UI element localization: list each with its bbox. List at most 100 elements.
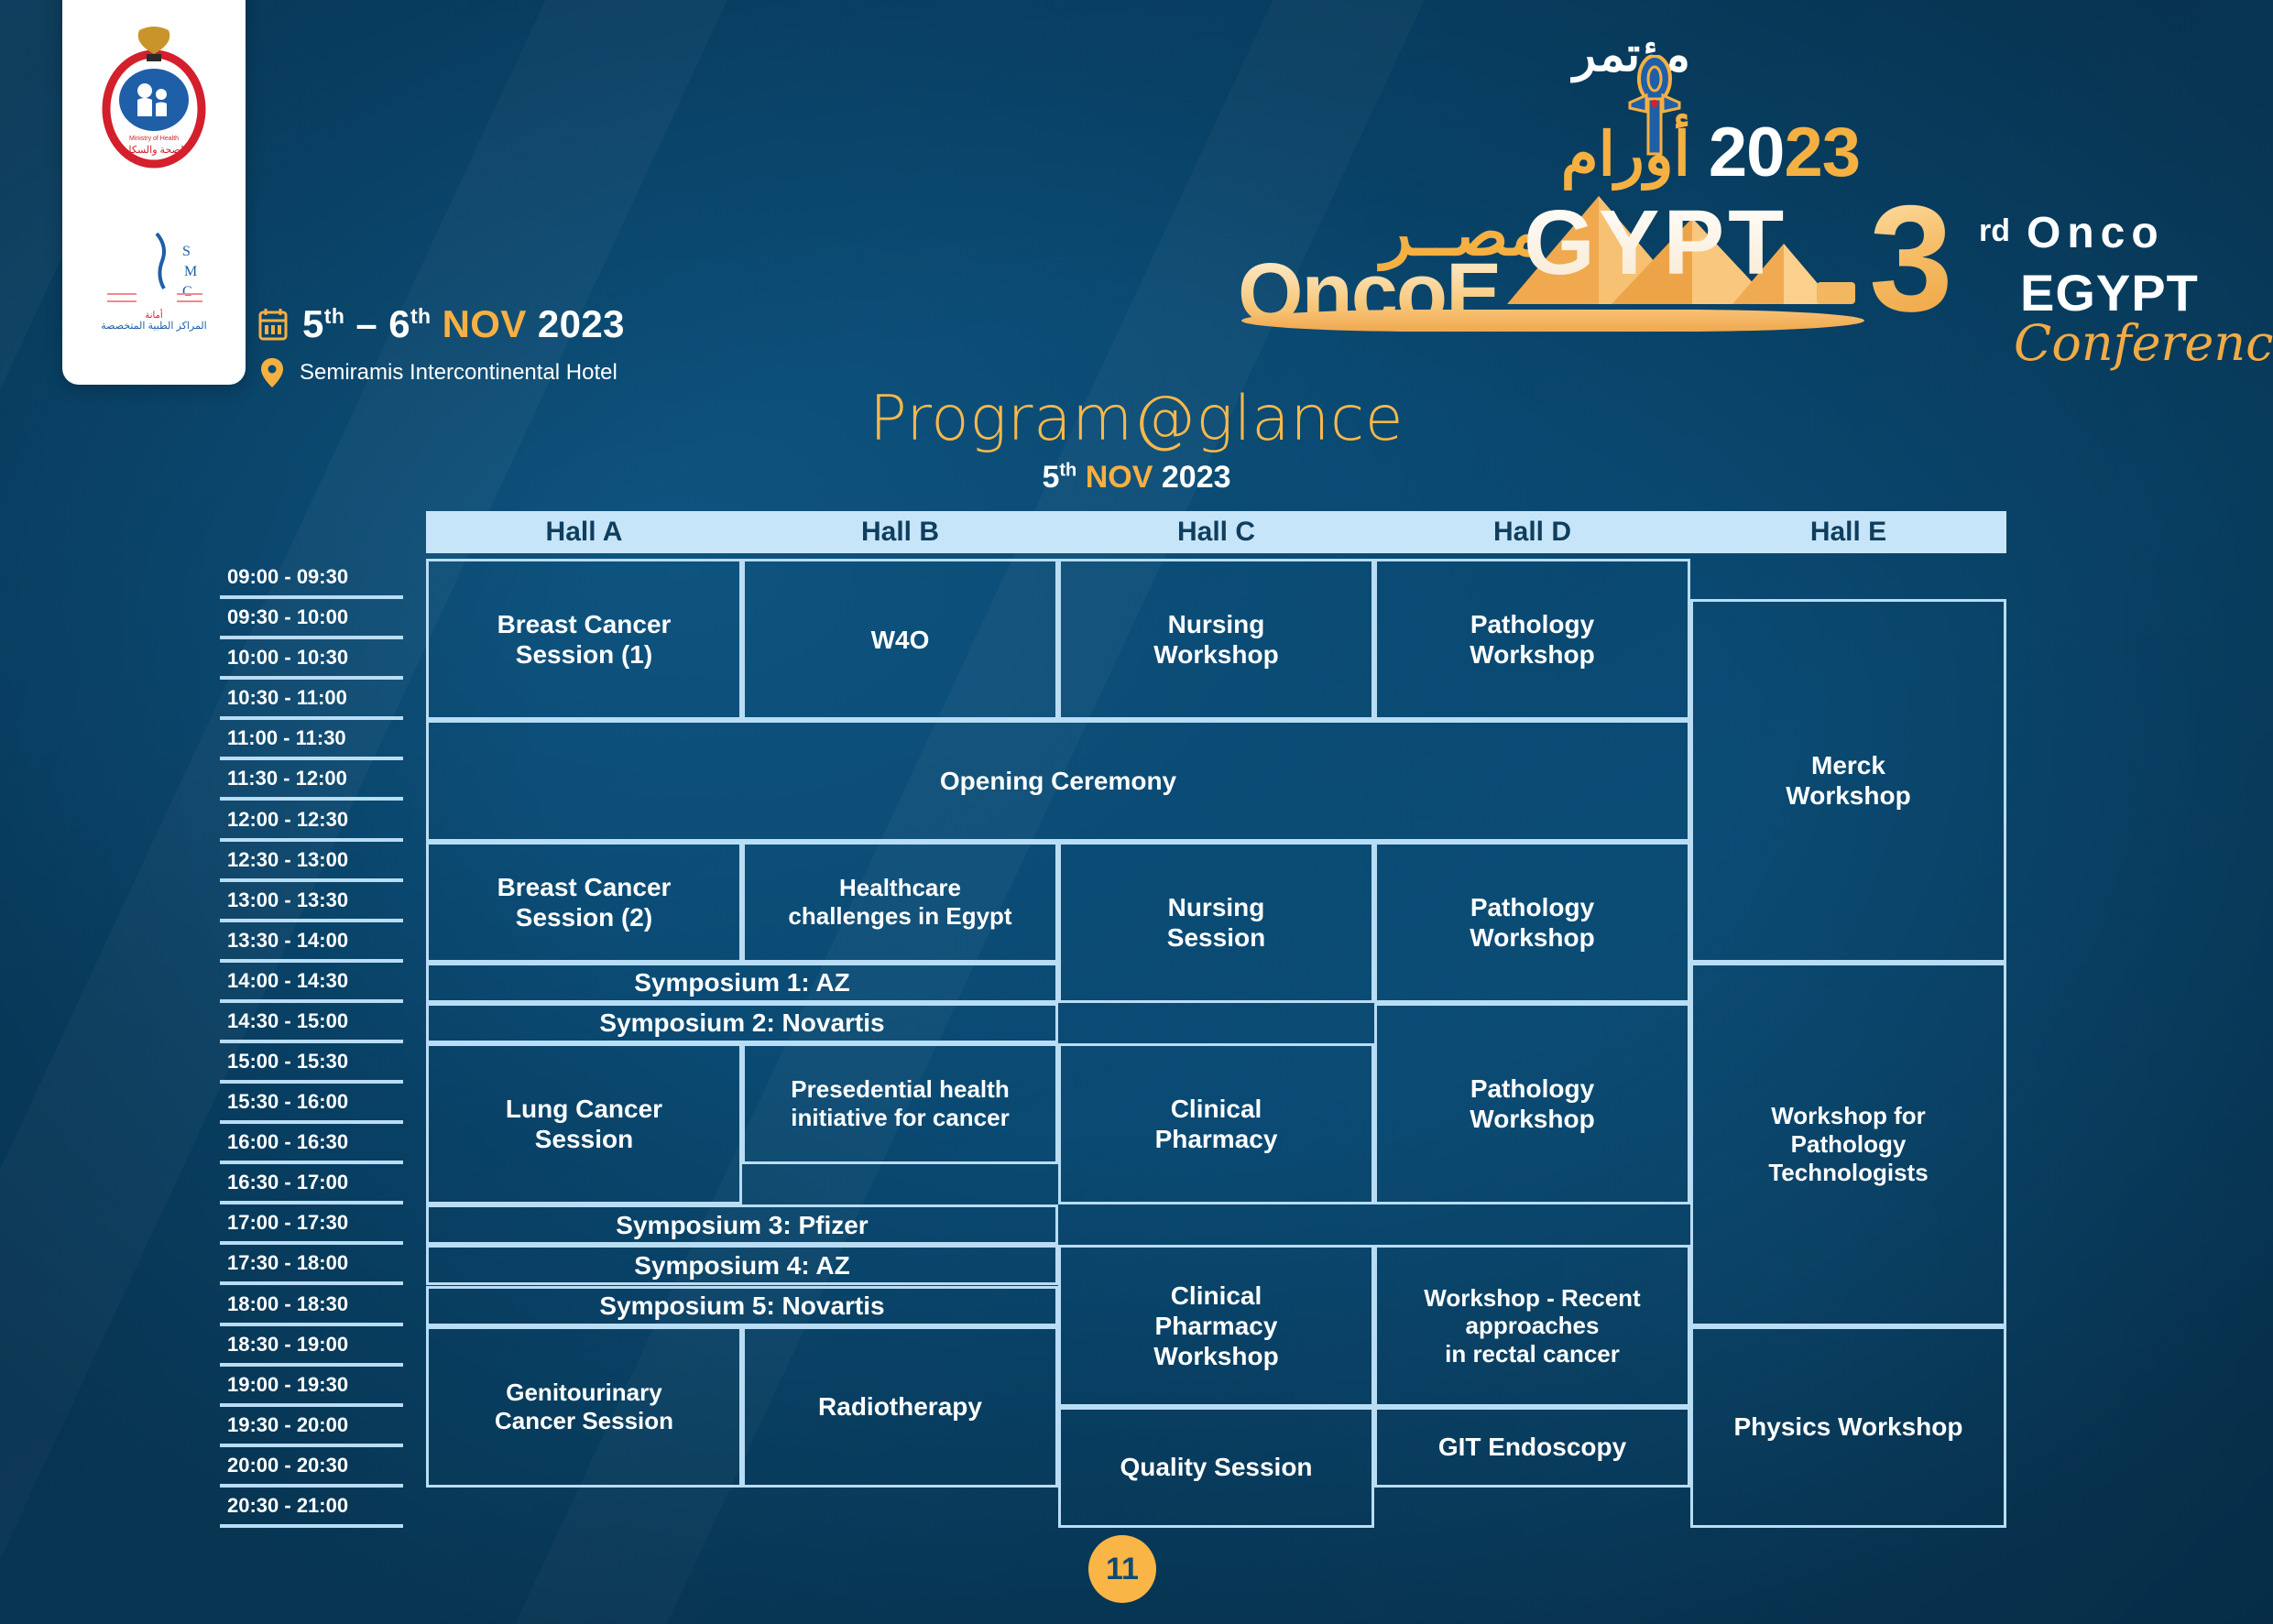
time-slot-label: 11:00 - 11:30 bbox=[220, 720, 403, 761]
date-day2-suffix: th bbox=[410, 304, 432, 328]
session-cell-merck[interactable]: Merck Workshop bbox=[1690, 599, 2006, 963]
svg-text:الصحة والسكان: الصحة والسكان bbox=[121, 145, 186, 156]
subtitle-year: 2023 bbox=[1161, 460, 1231, 495]
time-slot-label: 15:00 - 15:30 bbox=[220, 1043, 403, 1084]
column-header-hall-a: Hall A bbox=[426, 511, 742, 553]
time-slot-label: 10:00 - 10:30 bbox=[220, 639, 403, 681]
sponsor-logo-card: Ministry of Health الصحة والسكان S M C أ… bbox=[62, 0, 246, 385]
time-slot-label: 13:00 - 13:30 bbox=[220, 882, 403, 922]
session-cell-symp1[interactable]: Symposium 1: AZ bbox=[426, 962, 1058, 1003]
date-line: 5th – 6th NOV 2023 bbox=[258, 302, 625, 346]
column-header-hall-d: Hall D bbox=[1374, 511, 1690, 553]
calendar-icon bbox=[258, 309, 288, 341]
session-cell-opening[interactable]: Opening Ceremony bbox=[426, 720, 1690, 842]
time-slot-label: 20:30 - 21:00 bbox=[220, 1488, 403, 1528]
time-slot-label: 14:00 - 14:30 bbox=[220, 963, 403, 1003]
conference-line1: Onco bbox=[2027, 209, 2165, 257]
ministry-of-health-logo-icon: Ministry of Health الصحة والسكان bbox=[102, 27, 206, 169]
column-header-hall-e: Hall E bbox=[1690, 511, 2006, 553]
session-cell-symp2[interactable]: Symposium 2: Novartis bbox=[426, 1002, 1058, 1043]
date-year: 2023 bbox=[537, 302, 625, 345]
time-slot-label: 18:30 - 19:00 bbox=[220, 1326, 403, 1367]
time-slot-label: 16:30 - 17:00 bbox=[220, 1164, 403, 1205]
svg-text:Ministry of Health: Ministry of Health bbox=[129, 136, 179, 142]
third-conference-logo: 3 rd Onco EGYPT Conference bbox=[1869, 183, 2273, 394]
subtitle-month: NOV bbox=[1085, 460, 1153, 495]
time-slot-label: 16:00 - 16:30 bbox=[220, 1124, 403, 1165]
time-slot-label: 09:30 - 10:00 bbox=[220, 599, 403, 640]
pyramids-icon bbox=[1507, 196, 1855, 304]
session-cell-genito[interactable]: Genitourinary Cancer Session bbox=[426, 1325, 742, 1488]
session-cell-symp3[interactable]: Symposium 3: Pfizer bbox=[426, 1204, 1058, 1246]
session-cell-quality[interactable]: Quality Session bbox=[1058, 1406, 1374, 1528]
session-cell-physics[interactable]: Physics Workshop bbox=[1690, 1325, 2006, 1528]
time-slot-label: 19:30 - 20:00 bbox=[220, 1407, 403, 1447]
time-slot-label: 19:00 - 19:30 bbox=[220, 1367, 403, 1407]
session-cell-presidential[interactable]: Presedential health initiative for cancer bbox=[742, 1043, 1058, 1165]
session-cell-path-tech[interactable]: Workshop for Pathology Technologists bbox=[1690, 962, 2006, 1326]
session-cell-path-ws-3[interactable]: Pathology Workshop bbox=[1374, 1002, 1690, 1205]
smc-logo-icon: S M C أمانة المراكز الطبية المتخصصة bbox=[101, 226, 207, 332]
date-month: NOV bbox=[442, 302, 527, 345]
time-slot-label: 14:30 - 15:00 bbox=[220, 1003, 403, 1043]
time-slot-label: 13:30 - 14:00 bbox=[220, 922, 403, 963]
session-cell-path-ws-2[interactable]: Pathology Workshop bbox=[1374, 841, 1690, 1003]
conference-line2: EGYPT bbox=[2020, 264, 2199, 322]
session-cell-breast2[interactable]: Breast Cancer Session (2) bbox=[426, 841, 742, 963]
session-cell-radio[interactable]: Radiotherapy bbox=[742, 1325, 1058, 1488]
session-cell-rectal[interactable]: Workshop - Recent approaches in rectal can… bbox=[1374, 1245, 1690, 1407]
session-cell-clin-pharm-ws[interactable]: Clinical Pharmacy Workshop bbox=[1058, 1245, 1374, 1407]
ankh-icon bbox=[1628, 55, 1681, 156]
session-cell-lung[interactable]: Lung Cancer Session bbox=[426, 1043, 742, 1205]
event-date-text: 5th – 6th NOV 2023 bbox=[302, 302, 625, 346]
conference-script: Conference bbox=[2014, 314, 2273, 372]
session-cell-breast1[interactable]: Breast Cancer Session (1) bbox=[426, 559, 742, 721]
svg-text:أمانة: أمانة bbox=[145, 309, 163, 321]
program-schedule-table: Hall A Hall B Hall C Hall D Hall E 09:00 - 09… bbox=[220, 511, 2025, 1528]
date-day2: 6 bbox=[388, 302, 410, 345]
brand-year-second: 23 bbox=[1784, 114, 1861, 191]
svg-text:S: S bbox=[182, 244, 191, 259]
date-dash: – bbox=[355, 302, 378, 345]
conference-ordinal: rd bbox=[1979, 213, 2010, 248]
time-slot-label: 17:30 - 18:00 bbox=[220, 1245, 403, 1286]
brand-year-first: 20 bbox=[1708, 114, 1786, 191]
session-cell-symp5[interactable]: Symposium 5: Novartis bbox=[426, 1285, 1058, 1326]
brand-arabic-low: مصــر bbox=[1381, 197, 1544, 268]
svg-text:C: C bbox=[182, 284, 192, 300]
session-cell-nursing-sess[interactable]: Nursing Session bbox=[1058, 841, 1374, 1003]
session-cell-symp4[interactable]: Symposium 4: AZ bbox=[426, 1245, 1058, 1286]
conference-number: 3 bbox=[1869, 174, 1953, 343]
column-header-hall-c: Hall C bbox=[1058, 511, 1374, 553]
schedule-grid: Hall A Hall B Hall C Hall D Hall E 09:00 - 09… bbox=[220, 511, 2025, 1528]
brand-gypt-text: GYPT bbox=[1524, 191, 1788, 294]
schedule-date-subtitle: 5th NOV 2023 bbox=[0, 460, 2273, 496]
session-cell-w4o[interactable]: W4O bbox=[742, 559, 1058, 721]
column-header-hall-b: Hall B bbox=[742, 511, 1058, 553]
time-slot-label: 11:30 - 12:00 bbox=[220, 760, 403, 801]
brand-arabic-mid: أورام bbox=[1560, 120, 1690, 188]
time-slot-label: 20:00 - 20:30 bbox=[220, 1447, 403, 1488]
brand-year: 2023 bbox=[1708, 113, 1861, 192]
session-cell-clin-pharm[interactable]: Clinical Pharmacy bbox=[1058, 1043, 1374, 1205]
page-title: Program@glance bbox=[869, 383, 1404, 455]
sand-dune-shape bbox=[1241, 310, 1864, 332]
time-slot-label: 18:00 - 18:30 bbox=[220, 1286, 403, 1326]
time-slot-label: 12:30 - 13:00 bbox=[220, 842, 403, 882]
svg-text:M: M bbox=[184, 264, 197, 279]
session-cell-path-ws-1[interactable]: Pathology Workshop bbox=[1374, 559, 1690, 721]
event-date-venue: 5th – 6th NOV 2023 Semiramis Intercontin… bbox=[258, 302, 625, 387]
oncoegypt-brand-logo: مؤتمر أورام 2023 مصــر OncoE GYPT bbox=[1232, 16, 1864, 383]
svg-text:المراكز الطبية المتخصصة: المراكز الطبية المتخصصة bbox=[101, 321, 206, 332]
page-number-badge: 11 bbox=[1088, 1535, 1156, 1603]
venue-line: Semiramis Intercontinental Hotel bbox=[261, 358, 625, 387]
venue-name: Semiramis Intercontinental Hotel bbox=[300, 360, 617, 385]
location-pin-icon bbox=[261, 358, 283, 387]
session-cell-healthcare[interactable]: Healthcare challenges in Egypt bbox=[742, 841, 1058, 963]
session-cell-git[interactable]: GIT Endoscopy bbox=[1374, 1406, 1690, 1488]
time-slot-label: 10:30 - 11:00 bbox=[220, 680, 403, 721]
session-cell-nursing-ws[interactable]: Nursing Workshop bbox=[1058, 559, 1374, 721]
time-slot-label: 12:00 - 12:30 bbox=[220, 801, 403, 842]
